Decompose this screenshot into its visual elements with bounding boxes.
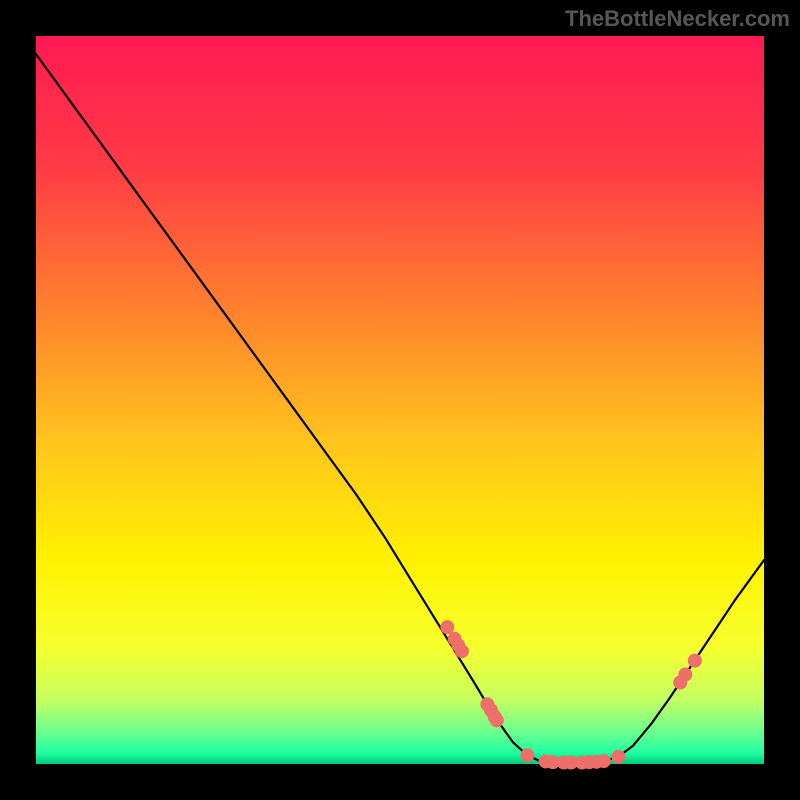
- data-marker: [490, 714, 503, 727]
- attribution-watermark: TheBottleNecker.com: [565, 6, 790, 32]
- data-marker: [612, 750, 625, 763]
- data-marker: [441, 621, 454, 634]
- curve-layer: [36, 36, 764, 764]
- data-marker: [679, 668, 692, 681]
- data-marker: [521, 749, 534, 762]
- chart-stage: TheBottleNecker.com: [0, 0, 800, 800]
- bottleneck-curve: [36, 54, 764, 762]
- plot-area: [36, 36, 764, 764]
- data-marker: [455, 645, 468, 658]
- data-marker: [688, 654, 701, 667]
- data-marker: [597, 755, 610, 768]
- marker-group: [441, 621, 702, 769]
